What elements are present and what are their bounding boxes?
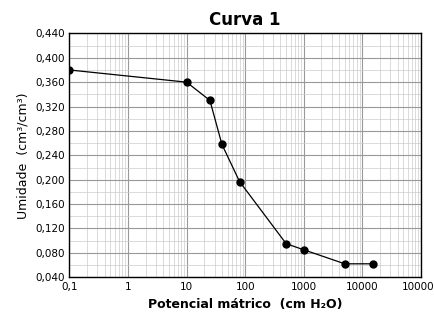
- Title: Curva 1: Curva 1: [210, 11, 281, 29]
- X-axis label: Potencial mátrico  (cm H₂O): Potencial mátrico (cm H₂O): [148, 298, 342, 311]
- Y-axis label: Umidade  (cm³/cm³): Umidade (cm³/cm³): [16, 92, 30, 218]
